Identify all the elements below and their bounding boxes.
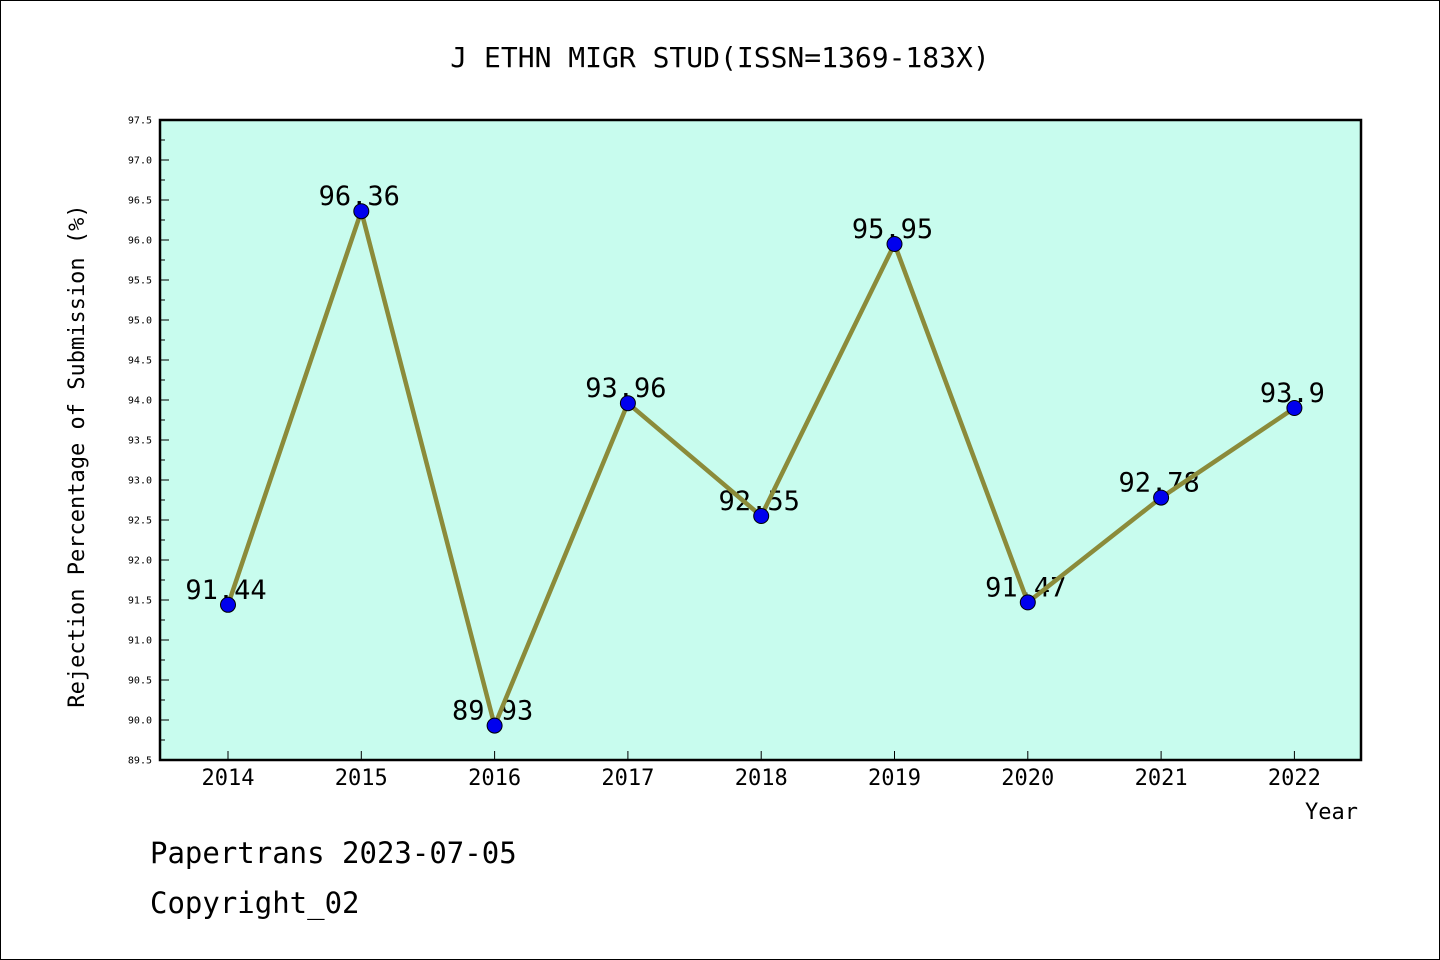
y-tick-label: 93.0 <box>128 476 152 487</box>
y-tick-label: 96.0 <box>128 236 152 247</box>
footer-copyright: Copyright_02 <box>150 886 360 920</box>
data-point <box>1153 489 1170 506</box>
x-axis-label: Year <box>1305 800 1358 825</box>
footer-source: Papertrans 2023-07-05 <box>150 836 517 870</box>
x-tick-label: 2015 <box>335 766 388 791</box>
x-tick-label: 2017 <box>601 766 654 791</box>
y-tick-label: 95.0 <box>128 316 152 327</box>
x-tick-label: 2021 <box>1135 766 1188 791</box>
x-tick-label: 2016 <box>468 766 521 791</box>
y-tick-label: 94.5 <box>128 356 152 367</box>
data-point <box>1019 594 1036 611</box>
y-axis-label: Rejection Percentage of Submission (%) <box>65 204 90 707</box>
series-rejection-rate <box>220 203 1303 734</box>
data-labels: 91.4496.3689.9393.9692.5595.9591.4792.78… <box>185 181 1325 726</box>
y-tick-label: 92.0 <box>128 556 152 567</box>
x-tick-label: 2014 <box>202 766 255 791</box>
y-tick-label: 93.5 <box>128 436 152 447</box>
y-axis: 89.5 90.0 90.5 91.0 91.5 92.0 92.5 93.0 93.5 94.0… <box>128 116 169 767</box>
data-point <box>1286 400 1303 416</box>
y-tick-label: 91.5 <box>128 596 152 607</box>
x-tick-label: 2020 <box>1001 766 1054 791</box>
x-tick-label: 2022 <box>1268 766 1321 791</box>
data-point <box>486 717 503 734</box>
y-tick-label: 95.5 <box>128 276 152 287</box>
x-tick-label: 2019 <box>868 766 921 791</box>
y-tick-label: 90.5 <box>128 676 152 687</box>
data-point <box>220 596 236 613</box>
x-axis: 2014 2015 2016 2017 2018 2019 2020 2021 2022 <box>202 751 1321 791</box>
data-point <box>886 236 903 252</box>
y-tick-label: 89.5 <box>128 756 152 767</box>
y-tick-label: 90.0 <box>128 716 152 727</box>
y-tick-label: 97.5 <box>128 116 152 127</box>
y-tick-label: 97.0 <box>128 156 152 167</box>
y-tick-label: 96.5 <box>128 196 152 207</box>
plot-area <box>158 118 1363 762</box>
data-point <box>353 203 370 220</box>
y-tick-label: 92.5 <box>128 516 152 527</box>
y-tick-label: 91.0 <box>128 636 152 647</box>
data-point <box>753 508 770 524</box>
data-point <box>619 395 636 412</box>
chart-title: J ETHN MIGR STUD(ISSN=1369-183X) <box>450 41 989 74</box>
x-tick-label: 2018 <box>735 766 788 791</box>
y-tick-label: 94.0 <box>128 396 152 407</box>
